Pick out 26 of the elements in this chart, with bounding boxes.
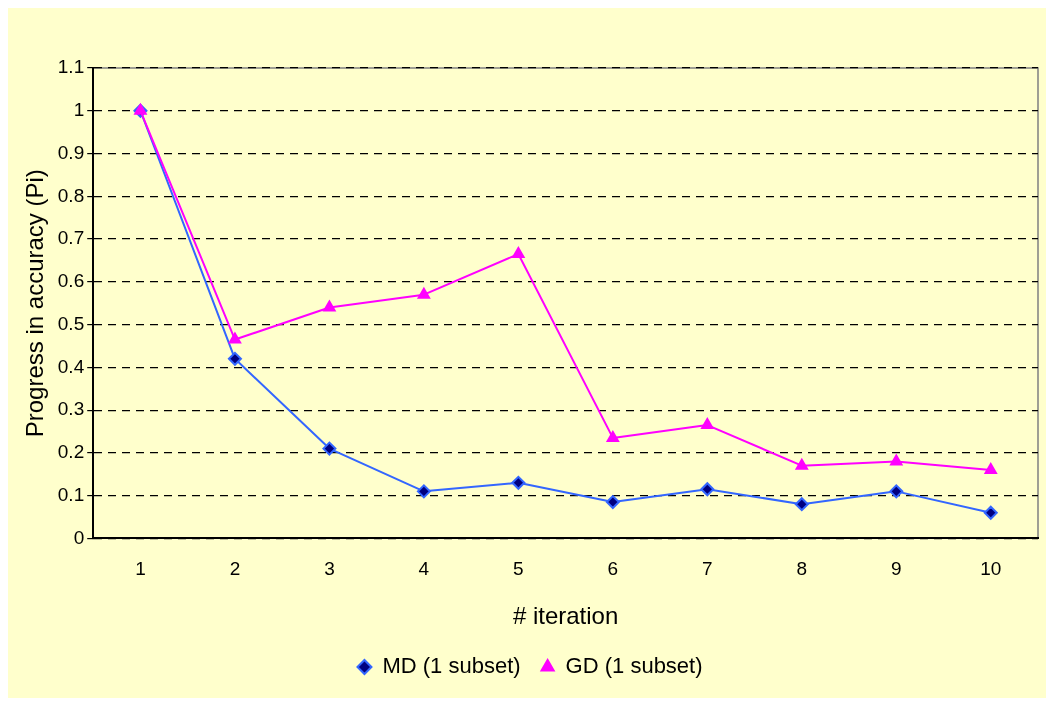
y-tick-label: 0.3 [57, 398, 85, 420]
x-tick-label: 5 [513, 558, 524, 580]
x-tick-label: 2 [229, 558, 241, 580]
x-tick-label: 7 [702, 558, 713, 580]
x-tick-label: 4 [418, 558, 430, 580]
legend-label: MD (1 subset) [382, 653, 521, 679]
legend-label: GD (1 subset) [565, 653, 703, 679]
x-axis-title: # iteration [512, 602, 619, 630]
y-tick-label: 0.2 [57, 441, 85, 463]
y-axis-title: Progress in accuracy (Pi) [21, 169, 49, 438]
y-tick-label: 0.8 [57, 184, 85, 206]
y-tick-label: 0.9 [57, 141, 85, 163]
y-tick-label: 0.5 [57, 312, 85, 334]
y-tick-label: 1 [73, 99, 85, 120]
y-tick-label: 0.6 [57, 270, 85, 292]
x-tick-label: 6 [607, 558, 619, 580]
x-tick-label: 10 [980, 558, 1002, 580]
y-tick-label: 0.4 [57, 355, 85, 377]
x-tick-label: 3 [324, 558, 335, 580]
y-tick-label: 1.1 [57, 56, 85, 78]
y-tick-label: 0.1 [57, 483, 85, 505]
y-tick-label: 0 [73, 526, 85, 548]
y-tick-label: 0.7 [57, 227, 85, 249]
x-tick-label: 1 [135, 558, 146, 580]
x-tick-label: 8 [796, 558, 808, 580]
x-tick-label: 9 [890, 558, 902, 580]
